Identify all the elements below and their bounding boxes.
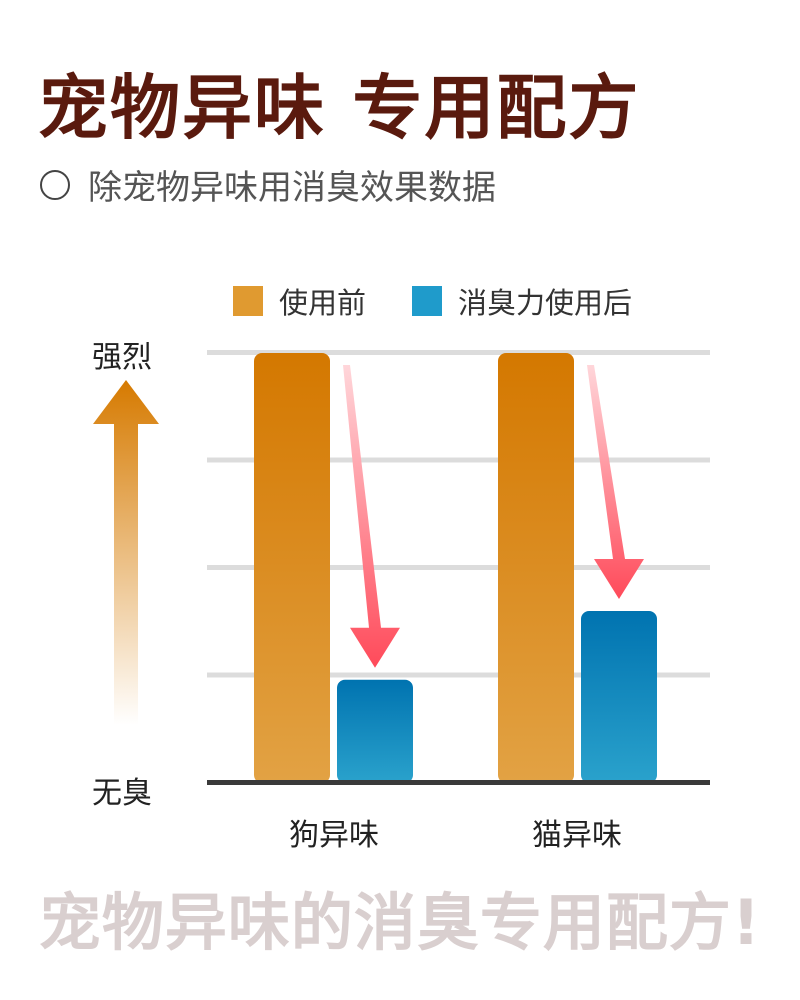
chart-legend: 使用前 消臭力使用后 bbox=[233, 280, 678, 322]
page-title: 宠物异味 专用配方 bbox=[38, 67, 641, 149]
legend-label-after: 消臭力使用后 bbox=[458, 286, 633, 320]
bar-after-0 bbox=[337, 679, 413, 783]
category-label-dog: 狗异味 bbox=[289, 818, 379, 853]
decrease-arrow-icon bbox=[343, 365, 400, 668]
legend-item-after: 消臭力使用后 bbox=[412, 280, 632, 322]
gridline bbox=[207, 672, 710, 678]
category-label-cat: 猫异味 bbox=[532, 818, 622, 853]
footer-slogan: 宠物异味的消臭专用配方! bbox=[38, 886, 762, 959]
gridline bbox=[207, 350, 710, 355]
x-axis-baseline bbox=[207, 780, 710, 785]
legend-swatch-before bbox=[233, 286, 263, 316]
bar-before-0 bbox=[254, 353, 330, 783]
bar-before-1 bbox=[498, 353, 574, 783]
decrease-arrow-icon bbox=[587, 365, 644, 599]
gridline bbox=[207, 565, 710, 570]
subtitle: 除宠物异味用消臭效果数据 bbox=[40, 160, 496, 209]
legend-label-before: 使用前 bbox=[279, 286, 367, 320]
y-label-odorless: 无臭 bbox=[92, 776, 152, 811]
y-label-strong: 强烈 bbox=[92, 340, 152, 375]
legend-item-before: 使用前 bbox=[233, 280, 366, 322]
bar-after-1 bbox=[581, 611, 657, 783]
intensity-arrow-icon bbox=[93, 380, 159, 725]
gridline bbox=[207, 457, 710, 463]
subtitle-text: 除宠物异味用消臭效果数据 bbox=[88, 168, 496, 208]
legend-swatch-after bbox=[412, 286, 443, 316]
circle-icon bbox=[40, 169, 70, 200]
